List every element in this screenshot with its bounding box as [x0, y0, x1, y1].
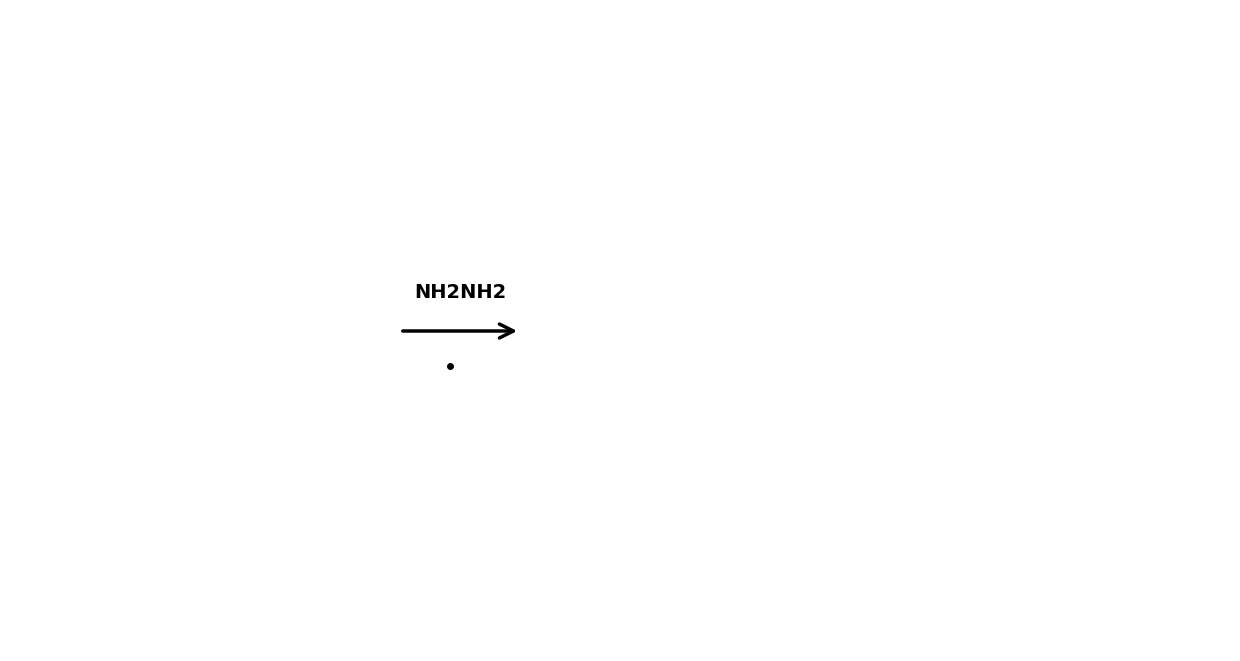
Text: NH2NH2: NH2NH2 [414, 284, 506, 303]
